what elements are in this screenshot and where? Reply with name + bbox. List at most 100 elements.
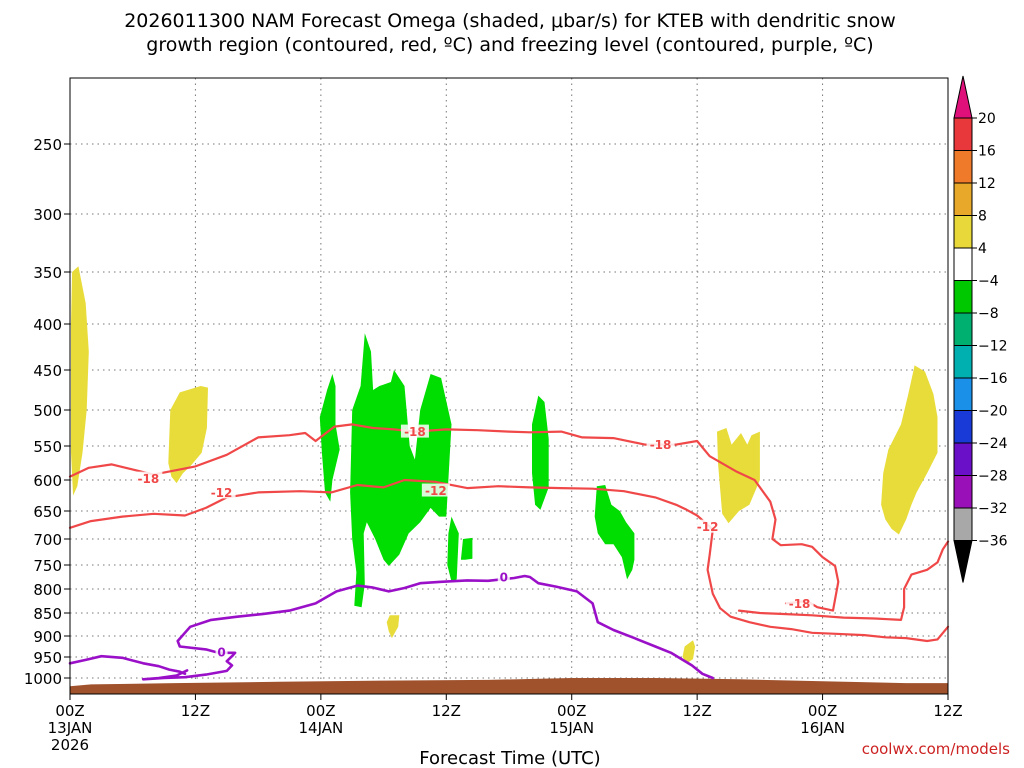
omega-ascent-region	[532, 395, 549, 510]
y-tick-label: 950	[33, 649, 62, 667]
freezing-level-contour	[141, 574, 715, 681]
y-tick-label: 550	[33, 438, 62, 456]
y-axis-ticks: 250 300 350 400 450 500 550 600 650 700 750 800 850 9…	[24, 136, 70, 688]
contour-label: 0	[500, 571, 508, 585]
omega-ascent-region	[319, 374, 340, 502]
contour-label-bg	[134, 471, 163, 485]
contour-label-bg	[693, 519, 722, 533]
colorbar-label: 20	[978, 111, 996, 127]
omega-ascent-region	[460, 537, 473, 560]
omega-ascent-region	[447, 516, 459, 582]
omega-ascent-region	[594, 485, 635, 580]
colorbar-swatch	[953, 182, 973, 216]
y-tick-label: 600	[33, 472, 62, 490]
contour-label: -18	[138, 472, 160, 486]
colorbar-swatch	[953, 345, 973, 379]
plot-background	[70, 78, 948, 694]
x-tick-label: 12Z	[181, 702, 210, 720]
y-tick-label: 300	[33, 206, 62, 224]
colorbar-label: −20	[978, 404, 1008, 420]
dgz-contour	[737, 540, 950, 622]
omega-descent-region	[71, 266, 89, 496]
colorbar-label: 16	[978, 144, 996, 160]
colorbar-swatch	[953, 312, 973, 346]
colorbar-over-triangle	[953, 75, 973, 119]
colorbar-swatch	[953, 475, 973, 509]
omega-descent-region	[386, 615, 400, 639]
omega-descent-region	[881, 365, 938, 535]
x-tick-label: 00Z	[306, 702, 335, 720]
dgz-contour	[68, 423, 840, 612]
colorbar-swatch	[953, 377, 973, 411]
colorbar-label: −16	[978, 371, 1008, 387]
contour-label: -18	[650, 438, 672, 452]
colorbar: 20 16 12 8 4 −4 −8 −12 −16 −20 −24 −28 −32 −36	[953, 75, 1008, 583]
x-tick-label: 16JAN	[800, 719, 845, 737]
omega-ascent-region	[350, 333, 452, 608]
y-tick-label: 400	[33, 316, 62, 334]
colorbar-swatch	[953, 410, 973, 444]
colorbar-swatch	[953, 247, 973, 281]
y-tick-label: 800	[33, 581, 62, 599]
omega-descent-region	[682, 640, 696, 664]
x-tick-label: 15JAN	[549, 719, 594, 737]
colorbar-label: −32	[978, 501, 1008, 517]
y-tick-label: 350	[33, 264, 62, 282]
colorbar-under-triangle	[953, 540, 973, 583]
colorbar-label: −12	[978, 339, 1008, 355]
omega-descent-region	[168, 386, 208, 484]
colorbar-label: −8	[978, 306, 999, 322]
colorbar-swatch	[953, 215, 973, 249]
contour-labels: -18 -18 -18 -18 -12 -12 -12 0 0	[134, 424, 814, 659]
contour-label-bg	[215, 644, 228, 658]
contour-label: -18	[789, 597, 811, 611]
colorbar-swatch	[953, 280, 973, 314]
colorbar-label: −28	[978, 469, 1008, 485]
contour-label-bg	[497, 570, 510, 583]
x-tick-label: 00Z	[55, 702, 84, 720]
omega-descent-region	[717, 428, 760, 524]
x-tick-label: 00Z	[808, 702, 837, 720]
y-tick-label: 850	[33, 605, 62, 623]
terrain-layer	[70, 678, 948, 694]
colorbar-label: −24	[978, 436, 1008, 452]
colorbar-swatch	[953, 117, 973, 151]
y-tick-label: 650	[33, 503, 62, 521]
x-tick-label: 13JAN	[48, 719, 93, 737]
contour-label-bg	[646, 437, 675, 451]
chart-title-line-2: growth region (contoured, red, ºC) and f…	[146, 34, 873, 56]
x-tick-label: 00Z	[557, 702, 586, 720]
colorbar-swatch	[953, 507, 973, 541]
contour-label: -12	[211, 486, 233, 500]
contour-label-bg	[207, 485, 236, 499]
contour-label: -12	[697, 520, 719, 534]
contour-label: -12	[425, 484, 447, 498]
colorbar-label: −36	[978, 534, 1008, 550]
contour-label-bg	[400, 424, 429, 438]
x-tick-label: 12Z	[682, 702, 711, 720]
contour-label: -18	[404, 425, 426, 439]
y-tick-label: 700	[33, 531, 62, 549]
colorbar-label: 4	[978, 241, 987, 257]
x-tick-label: 2026	[51, 736, 89, 754]
dgz-contour	[68, 478, 950, 643]
colorbar-swatch	[953, 442, 973, 476]
colorbar-label: 12	[978, 176, 996, 192]
x-tick-label: 14JAN	[298, 719, 343, 737]
x-tick-label: 12Z	[933, 702, 962, 720]
y-tick-label: 900	[33, 628, 62, 646]
contour-label: 0	[217, 645, 225, 659]
plot-frame	[69, 77, 949, 695]
chart-title-line-1: 2026011300 NAM Forecast Omega (shaded, μ…	[124, 10, 896, 32]
y-tick-label: 1000	[24, 670, 62, 688]
colorbar-label: 8	[978, 209, 987, 225]
contour-lines	[68, 423, 950, 681]
credit-text: coolwx.com/models	[862, 740, 1010, 758]
y-tick-label: 500	[33, 402, 62, 420]
y-tick-label: 750	[33, 557, 62, 575]
terrain-surface	[70, 678, 948, 694]
colorbar-label: −4	[978, 274, 999, 290]
freezing-level-contour	[68, 654, 187, 676]
